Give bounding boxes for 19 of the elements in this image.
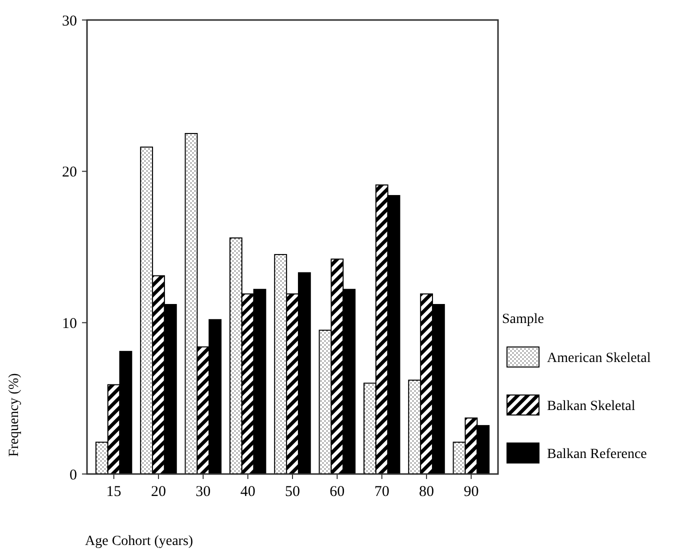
x-tick-label: 80 [419, 484, 434, 500]
y-tick-label: 20 [62, 164, 77, 181]
x-tick-label: 60 [330, 484, 345, 500]
x-axis-title: Age Cohort (years) [85, 534, 194, 549]
y-tick-label: 30 [62, 13, 77, 30]
x-tick-label: 30 [196, 484, 211, 500]
x-tick-label: 15 [106, 484, 122, 500]
legend-title: Sample [502, 312, 544, 327]
y-tick-label: 10 [62, 316, 77, 332]
y-axis-title: Frequency (%) [7, 372, 22, 457]
legend-label: Balkan Reference [547, 446, 647, 462]
x-tick-label: 50 [285, 484, 300, 500]
x-tick-label: 20 [150, 484, 166, 500]
x-tick-label: 40 [240, 484, 256, 500]
y-tick-label: 0 [70, 467, 77, 484]
legend-label: American Skeletal [547, 350, 651, 366]
x-tick-label: 90 [464, 484, 479, 500]
legend-label: Balkan Skeletal [547, 398, 636, 414]
x-tick-label: 70 [374, 484, 390, 500]
